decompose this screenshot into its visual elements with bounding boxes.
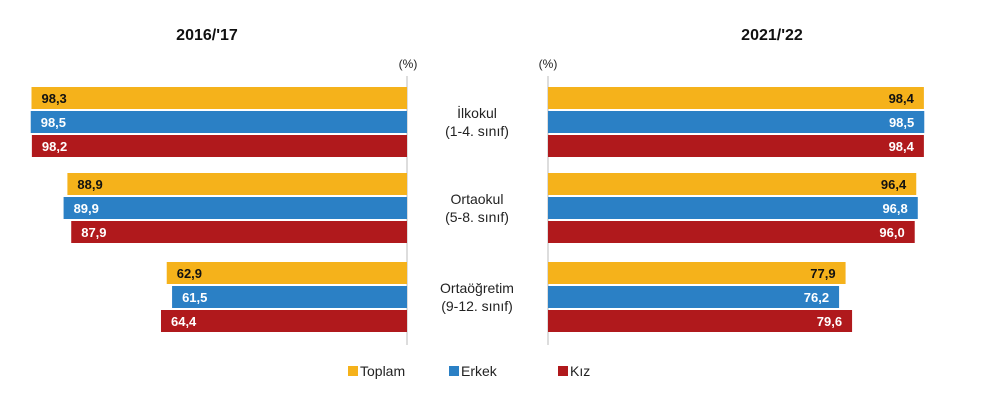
data-label: 61,5 xyxy=(182,290,207,305)
legend-label: Toplam xyxy=(360,363,405,379)
legend-label: Kız xyxy=(570,363,590,379)
data-label: 98,5 xyxy=(889,115,914,130)
legend-swatch-0 xyxy=(348,366,358,376)
bar-erkek xyxy=(63,197,407,219)
bar-kız xyxy=(160,310,407,332)
category-label: Ortaokul xyxy=(451,191,504,207)
bar-erkek xyxy=(30,111,407,133)
panel-title: 2021/'22 xyxy=(741,27,803,44)
bar-toplam xyxy=(548,262,846,284)
data-label: 89,9 xyxy=(74,201,99,216)
bar-erkek xyxy=(548,111,925,133)
bar-toplam xyxy=(67,173,407,195)
bar-toplam xyxy=(166,262,407,284)
data-label: 88,9 xyxy=(77,177,102,192)
bar-kız xyxy=(548,310,853,332)
bar-erkek xyxy=(172,286,407,308)
data-label: 79,6 xyxy=(817,314,842,329)
data-label: 87,9 xyxy=(81,225,106,240)
panel-title: 2016/'17 xyxy=(176,27,238,44)
unit-label: (%) xyxy=(399,57,418,71)
category-label: Ortaöğretim xyxy=(440,280,514,296)
data-label: 64,4 xyxy=(171,314,197,329)
legend-swatch-2 xyxy=(558,366,568,376)
data-label: 62,9 xyxy=(177,266,202,281)
unit-label: (%) xyxy=(539,57,558,71)
data-label: 96,4 xyxy=(881,177,907,192)
bar-kız xyxy=(71,221,408,243)
data-label: 98,3 xyxy=(41,91,66,106)
legend-label: Erkek xyxy=(461,363,498,379)
category-sublabel: (5-8. sınıf) xyxy=(445,209,509,225)
bar-kız xyxy=(31,135,407,157)
data-label: 96,8 xyxy=(882,201,907,216)
data-label: 98,2 xyxy=(42,139,67,154)
bar-toplam xyxy=(548,87,924,109)
bar-erkek xyxy=(548,197,918,219)
data-label: 76,2 xyxy=(804,290,829,305)
data-label: 98,4 xyxy=(889,139,915,154)
category-label: İlkokul xyxy=(457,104,497,121)
bar-erkek xyxy=(548,286,840,308)
category-sublabel: (1-4. sınıf) xyxy=(445,123,509,139)
data-label: 96,0 xyxy=(879,225,904,240)
legend-swatch-1 xyxy=(449,366,459,376)
category-sublabel: (9-12. sınıf) xyxy=(441,298,513,314)
data-label: 98,5 xyxy=(41,115,66,130)
bar-kız xyxy=(548,221,915,243)
data-label: 77,9 xyxy=(810,266,835,281)
bar-kız xyxy=(548,135,924,157)
data-label: 98,4 xyxy=(889,91,915,106)
bar-toplam xyxy=(548,173,917,195)
bar-toplam xyxy=(31,87,408,109)
